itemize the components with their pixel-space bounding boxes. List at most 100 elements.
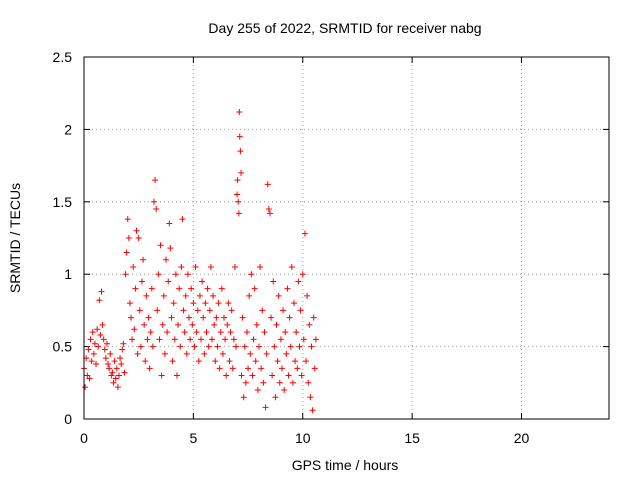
data-point-marker bbox=[155, 271, 162, 278]
data-point-marker bbox=[297, 307, 304, 314]
data-point-marker bbox=[272, 394, 279, 401]
data-point-marker bbox=[105, 360, 112, 367]
data-point-marker bbox=[180, 307, 187, 314]
data-point-marker bbox=[108, 372, 115, 379]
data-point-marker bbox=[246, 292, 253, 299]
data-point-marker bbox=[250, 336, 257, 343]
data-point-marker bbox=[158, 372, 165, 379]
data-point-marker bbox=[176, 285, 183, 292]
data-point-marker bbox=[257, 263, 264, 270]
data-point-marker bbox=[117, 355, 124, 362]
data-point-marker bbox=[95, 343, 102, 350]
data-point-marker bbox=[224, 321, 231, 328]
data-point-marker bbox=[200, 314, 207, 321]
data-point-marker bbox=[219, 350, 226, 357]
data-point-marker bbox=[236, 133, 243, 140]
data-point-marker bbox=[102, 355, 109, 362]
data-point-marker bbox=[222, 336, 229, 343]
data-point-marker bbox=[178, 263, 185, 270]
x-tick-label: 5 bbox=[189, 430, 197, 446]
chart-title: Day 255 of 2022, SRMTID for receiver nab… bbox=[208, 20, 481, 36]
data-point-marker bbox=[98, 288, 105, 295]
data-point-marker bbox=[110, 379, 117, 386]
data-point-marker bbox=[156, 336, 163, 343]
data-point-marker bbox=[231, 263, 238, 270]
data-point-marker bbox=[132, 285, 139, 292]
data-point-marker bbox=[190, 300, 197, 307]
data-point-marker bbox=[109, 369, 116, 376]
data-point-marker bbox=[169, 358, 176, 365]
data-point-marker bbox=[191, 343, 198, 350]
data-point-marker bbox=[239, 314, 246, 321]
y-tick-label: 1.5 bbox=[53, 194, 73, 210]
data-point-marker bbox=[144, 336, 151, 343]
data-point-marker bbox=[90, 350, 97, 357]
data-point-marker bbox=[260, 379, 267, 386]
data-point-marker bbox=[111, 358, 118, 365]
data-point-marker bbox=[159, 321, 166, 328]
data-point-marker bbox=[289, 379, 296, 386]
data-point-marker bbox=[242, 379, 249, 386]
data-point-marker bbox=[248, 271, 255, 278]
data-point-marker bbox=[154, 307, 161, 314]
data-point-marker bbox=[299, 271, 306, 278]
data-point-marker bbox=[130, 263, 137, 270]
data-point-marker bbox=[168, 314, 175, 321]
data-point-marker bbox=[235, 210, 242, 217]
data-point-marker bbox=[266, 210, 273, 217]
data-point-marker bbox=[146, 365, 153, 372]
y-tick-label: 0 bbox=[64, 411, 72, 427]
data-point-marker bbox=[166, 220, 173, 227]
data-point-marker bbox=[212, 358, 219, 365]
data-point-marker bbox=[215, 300, 222, 307]
data-point-marker bbox=[280, 307, 287, 314]
data-point-marker bbox=[126, 300, 133, 307]
data-point-marker bbox=[138, 278, 145, 285]
data-point-marker bbox=[217, 329, 224, 336]
data-point-marker bbox=[251, 285, 258, 292]
data-point-marker bbox=[228, 307, 235, 314]
data-point-marker bbox=[278, 365, 285, 372]
data-point-marker bbox=[206, 307, 213, 314]
data-point-marker bbox=[258, 365, 265, 372]
data-point-marker bbox=[123, 249, 130, 256]
grid-lines bbox=[84, 57, 609, 419]
data-point-marker bbox=[311, 365, 318, 372]
data-point-marker bbox=[235, 198, 242, 205]
data-point-marker bbox=[291, 300, 297, 307]
data-point-marker bbox=[268, 314, 275, 321]
data-point-marker bbox=[303, 358, 310, 365]
data-point-marker bbox=[119, 346, 126, 353]
data-point-marker bbox=[273, 321, 280, 328]
data-point-marker bbox=[226, 358, 233, 365]
y-tick-label: 2.5 bbox=[53, 49, 73, 65]
data-point-marker bbox=[204, 285, 211, 292]
data-point-marker bbox=[175, 321, 182, 328]
data-point-marker bbox=[161, 350, 168, 357]
data-point-marker bbox=[310, 314, 317, 321]
data-point-marker bbox=[223, 372, 230, 379]
data-point-marker bbox=[234, 191, 241, 198]
data-point-marker bbox=[305, 379, 312, 386]
x-tick-label: 20 bbox=[514, 430, 530, 446]
data-point-marker bbox=[312, 336, 319, 343]
data-point-marker bbox=[210, 292, 217, 299]
data-point-marker bbox=[192, 263, 199, 270]
data-point-marker bbox=[237, 148, 244, 155]
data-point-marker bbox=[304, 292, 311, 299]
data-point-marker bbox=[184, 271, 191, 278]
data-point-marker bbox=[147, 329, 154, 336]
data-point-marker bbox=[82, 384, 89, 391]
data-point-marker bbox=[99, 321, 106, 328]
data-point-marker bbox=[120, 340, 127, 347]
data-point-marker bbox=[107, 350, 114, 357]
data-point-marker bbox=[301, 230, 308, 237]
data-point-marker bbox=[254, 387, 261, 394]
data-point-marker bbox=[141, 321, 148, 328]
data-point-marker bbox=[287, 343, 294, 350]
y-tick-label: 0.5 bbox=[53, 339, 73, 355]
data-point-marker bbox=[177, 343, 184, 350]
data-point-marker bbox=[129, 336, 136, 343]
data-point-marker bbox=[213, 314, 220, 321]
